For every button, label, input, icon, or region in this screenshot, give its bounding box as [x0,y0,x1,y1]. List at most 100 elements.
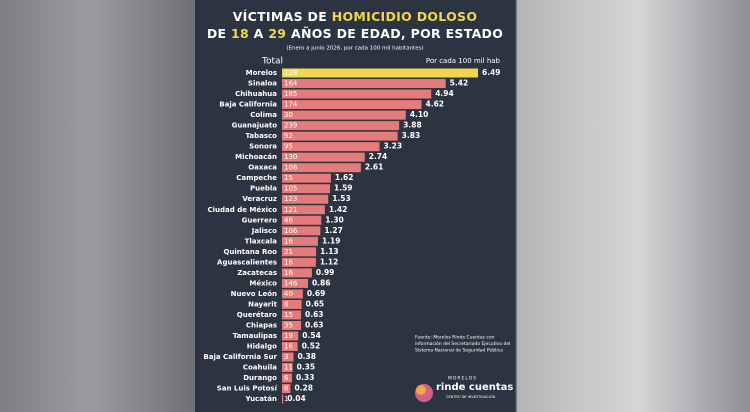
value-label: 1.62 [335,173,354,182]
category-label: Michoacán [235,153,277,161]
title-segment: 29 [268,26,287,41]
category-label: Yucatán [245,395,277,403]
title-line: VÍCTIMAS DE HOMICIDIO DOLOSO [195,9,515,24]
source-line: Sistema Nacional de Seguridad Pública [415,347,503,354]
value-label: 1.27 [324,226,343,235]
bar [282,110,406,120]
total-label: 16 [284,237,293,245]
totals-header: Total [261,57,283,67]
category-label: Colima [250,111,277,119]
bar [282,121,400,131]
total-label: 121 [284,206,297,214]
total-label: 108 [284,164,297,172]
bar [282,184,331,194]
total-label: 19 [284,332,293,340]
value-label: 1.53 [332,194,351,203]
value-label: 1.59 [334,184,353,193]
category-label: Quintana Roo [223,248,277,256]
title-segment: 18 [231,26,250,41]
bar [282,247,317,257]
category-label: Tamaulipas [233,332,277,340]
category-label: Baja California [219,101,277,109]
value-label: 0.35 [297,363,316,372]
bar [282,100,422,110]
bar [282,394,284,404]
value-label: 2.74 [369,152,388,161]
category-label: Tabasco [246,132,278,140]
logo-icon [416,385,426,395]
category-label: Chihuahua [235,90,277,98]
value-label: 4.62 [426,100,445,109]
subtitle: (Enero a junio 2026, por cada 100 mil ha… [286,46,423,52]
value-label: 1.42 [329,205,348,214]
value-label: 0.54 [302,331,321,340]
category-label: Durango [243,374,277,382]
bar [282,299,302,309]
bar [282,68,478,78]
value-label: 0.63 [305,320,324,329]
bar [282,226,321,236]
category-label: San Luis Potosí [217,385,278,393]
logo-name: rinde cuentas [436,382,513,393]
title-segment: VÍCTIMAS DE [232,9,328,24]
value-label: 6.49 [482,68,501,77]
category-label: Sinaloa [248,80,277,88]
value-label: 0.99 [316,268,335,277]
bar [282,194,329,204]
title-segment: DE [206,26,227,41]
category-label: Jalisco [251,227,277,235]
values-header: Por cada 100 mil hab [426,57,501,65]
bar [282,142,380,152]
bar [282,342,298,352]
category-label: Puebla [250,185,277,193]
total-label: 46 [284,216,293,224]
source-line: información del Secretariado Ejecutivo d… [415,340,510,347]
total-label: 16 [284,343,293,351]
value-label: 4.94 [435,89,454,98]
total-label: 239 [284,122,297,130]
bar [282,131,398,141]
total-label: 8 [284,300,288,308]
total-label: 95 [284,143,293,151]
value-label: 0.65 [306,299,325,308]
total-label: 15 [284,311,293,319]
bar [282,236,318,246]
value-label: 3.88 [403,121,422,130]
total-label: 1 [284,395,288,403]
category-label: Campeche [236,174,277,182]
value-label: 1.13 [320,247,339,256]
source-line: Fuente: Morelos Rinde Cuentas con [415,335,495,341]
total-label: 128 [284,69,297,77]
value-label: 3.23 [384,142,403,151]
total-label: 8 [284,385,288,393]
value-label: 0.63 [305,310,324,319]
category-label: Ciudad de México [208,206,278,214]
total-label: 40 [284,290,293,298]
title-line: DE 18 A 29 AÑOS DE EDAD, POR ESTADO [195,26,515,41]
logo-bottom: CENTRO DE INVESTIGACIÓN [446,394,496,399]
value-label: 0.52 [302,342,321,351]
total-label: 21 [284,248,293,256]
value-label: 1.19 [322,236,341,245]
bar [282,257,316,267]
bar [282,278,308,288]
value-label: 0.38 [297,352,316,361]
bar [282,215,322,225]
bar [282,152,365,162]
total-label: 35 [284,321,293,329]
category-label: México [249,279,277,287]
total-label: 3 [284,353,288,361]
total-label: 16 [284,258,293,266]
bar [282,268,312,278]
source: Fuente: Morelos Rinde Cuentas coninforma… [415,335,510,354]
total-label: 106 [284,227,298,235]
value-label: 0.33 [296,373,315,382]
value-label: 1.30 [325,215,344,224]
bar [282,320,302,330]
bar [282,331,299,341]
total-label: 164 [284,80,298,88]
total-label: 11 [284,364,293,372]
value-label: 0.28 [294,384,313,393]
